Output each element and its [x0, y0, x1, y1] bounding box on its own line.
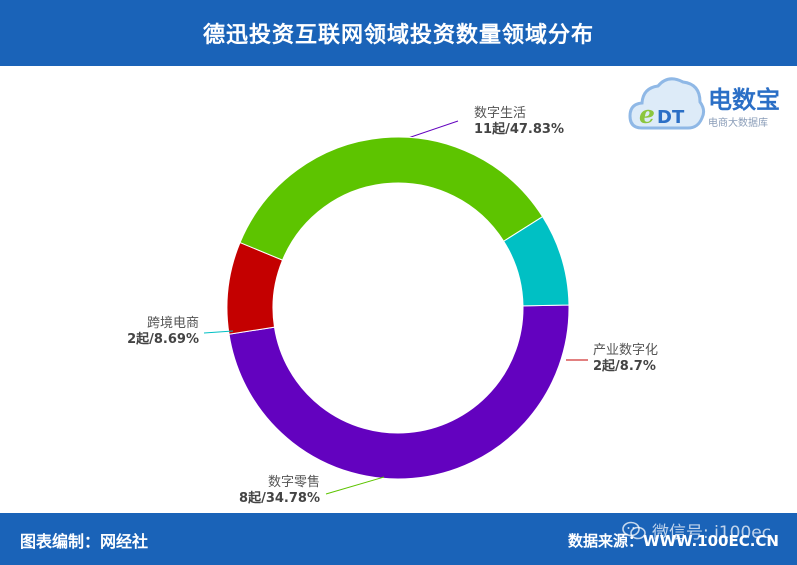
cloud-edt-icon: e DT: [628, 77, 706, 130]
wechat-icon: [622, 521, 646, 539]
leader-line-cross-border-ecommerce: [203, 330, 234, 334]
leader-line-digital-retail: [325, 476, 385, 495]
wechat-watermark: 微信号: i100ec: [622, 518, 771, 543]
slice-label-digital-retail: 数字零售: [268, 474, 320, 490]
chart-title: 德迅投资互联网领域投资数量领域分布: [202, 23, 594, 48]
leader-line-digital-life: [407, 120, 459, 139]
slice-value-industrial-digitalization: 2起/8.7%: [593, 358, 656, 374]
footer-credit: 图表编制：网经社: [20, 532, 149, 551]
chart-header: 德迅投资互联网领域投资数量领域分布: [0, 0, 797, 66]
svg-text:e: e: [639, 100, 655, 129]
slice-value-digital-life: 11起/47.83%: [474, 121, 564, 137]
slice-label-digital-life: 数字生活: [474, 106, 526, 121]
watermark-text: 微信号: i100ec: [652, 523, 772, 543]
logo: e DT 电数宝 电商大数据库: [628, 72, 793, 136]
slice-value-digital-retail: 8起/34.78%: [239, 490, 320, 506]
slice-value-cross-border-ecommerce: 2起/8.69%: [127, 331, 199, 347]
footer-source: 数据来源：WWW.100EC.CN: [568, 532, 779, 550]
slice-digital-retail: [239, 136, 544, 261]
logo-tagline: 电商大数据库: [708, 118, 768, 129]
chart-footer: 图表编制：网经社 数据来源：WWW.100EC.CN: [0, 513, 797, 565]
logo-name: 电数宝: [708, 86, 780, 114]
slice-cross-border-ecommerce: [502, 215, 570, 307]
slice-digital-life: [228, 304, 570, 480]
slice-label-cross-border-ecommerce: 跨境电商: [147, 316, 199, 331]
svg-text:DT: DT: [657, 107, 685, 128]
slice-label-industrial-digitalization: 产业数字化: [593, 343, 658, 358]
